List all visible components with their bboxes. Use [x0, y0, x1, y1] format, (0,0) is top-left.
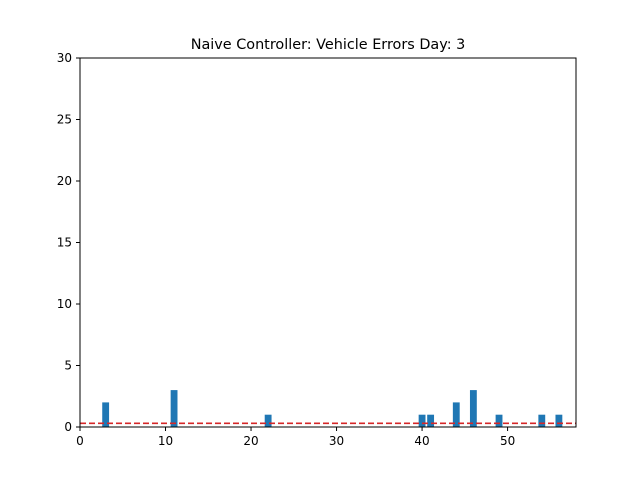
chart-title: Naive Controller: Vehicle Errors Day: 3: [191, 37, 466, 53]
bar-3: [102, 402, 110, 427]
y-tick-label: 5: [64, 359, 72, 373]
plot-frame: [79, 57, 577, 428]
bar-22: [264, 414, 272, 427]
bar-46: [469, 390, 477, 427]
x-tick-label: 20: [243, 434, 258, 448]
x-tick-label: 30: [329, 434, 344, 448]
bar-40: [418, 414, 426, 427]
y-tick-label: 20: [57, 174, 72, 188]
bar-56: [555, 414, 563, 427]
x-tick-label: 10: [158, 434, 173, 448]
y-tick-label: 15: [57, 236, 72, 250]
bar-49: [495, 414, 503, 427]
y-tick-label: 0: [64, 420, 72, 434]
x-axis: 0 10 20 30 40 50: [76, 427, 515, 448]
bar-54: [538, 414, 546, 427]
bar-11: [170, 390, 178, 427]
x-tick-label: 40: [414, 434, 429, 448]
y-axis: 0 5 10 15 20 25 30: [57, 51, 80, 434]
bar-44: [452, 402, 460, 427]
y-tick-label: 10: [57, 297, 72, 311]
bar-41: [427, 414, 435, 427]
x-tick-label: 0: [76, 434, 84, 448]
y-tick-label: 30: [57, 51, 72, 65]
y-tick-label: 25: [57, 113, 72, 127]
x-tick-label: 50: [500, 434, 515, 448]
bars-group: [102, 390, 563, 427]
